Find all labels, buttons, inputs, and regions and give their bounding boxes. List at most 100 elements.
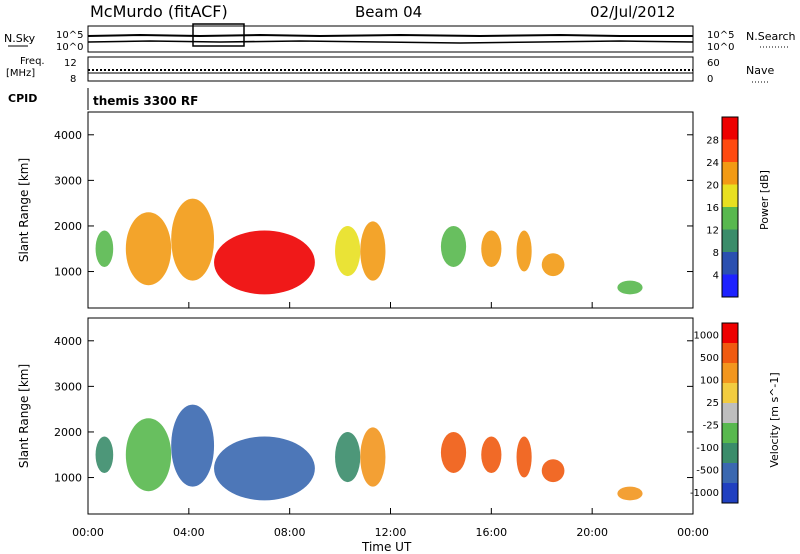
nsearch-label: N.Search xyxy=(746,30,796,43)
power-ytick-label-1: 2000 xyxy=(54,220,82,233)
nsky-label: N.Sky xyxy=(4,32,36,45)
power-colorbar-segment-0 xyxy=(722,274,738,297)
power-colorbar-tick-6: 28 xyxy=(706,136,719,147)
freq-tick-low: 8 xyxy=(70,74,76,85)
time-tick-label-4: 16:00 xyxy=(475,526,507,539)
velocity-colorbar-segment-7 xyxy=(722,343,738,363)
power-colorbar-label: Power [dB] xyxy=(758,170,771,230)
freq-label: Freq. xyxy=(20,56,45,67)
power-colorbar-tick-3: 16 xyxy=(706,203,719,214)
power-ylabel: Slant Range [km] xyxy=(17,158,31,262)
power-echo-region-6 xyxy=(440,225,467,267)
power-echo-marks xyxy=(95,198,643,295)
velocity-colorbar-tick-2: 100 xyxy=(700,375,719,386)
beam-title: Beam 04 xyxy=(355,3,422,21)
nsearch-tick-low: 10^0 xyxy=(707,42,734,53)
power-ytick-label-2: 3000 xyxy=(54,174,82,187)
cpid-row: CPID themis 3300 RF xyxy=(8,88,198,110)
power-echo-region-10 xyxy=(617,280,643,295)
time-axis-label: Time UT xyxy=(361,540,412,554)
time-tick-label-3: 12:00 xyxy=(375,526,407,539)
power-colorbar-tick-5: 24 xyxy=(706,158,719,169)
velocity-colorbar-segment-5 xyxy=(722,383,738,403)
velocity-ytick-label-0: 1000 xyxy=(54,472,82,485)
power-ytick-label-3: 4000 xyxy=(54,129,82,142)
velocity-echo-region-4 xyxy=(335,431,361,483)
power-colorbar-frame xyxy=(721,116,739,298)
power-colorbar-segment-3 xyxy=(722,207,738,230)
power-colorbar-tick-1: 8 xyxy=(713,248,719,259)
velocity-colorbar-segment-0 xyxy=(722,483,738,503)
velocity-colorbar-label: Velocity [m s^-1] xyxy=(768,372,781,467)
freq-tick-high: 12 xyxy=(64,58,77,69)
power-panel: 1000 2000 3000 4000 Slant Range [km] 4 8 12 16… xyxy=(17,111,771,309)
velocity-colorbar-segment-3 xyxy=(722,423,738,443)
velocity-echo-region-3 xyxy=(214,436,315,501)
power-ytick-label-0: 1000 xyxy=(54,266,82,279)
velocity-colorbar-tick-4: -25 xyxy=(703,420,719,431)
nave-tick-low: 0 xyxy=(707,74,713,85)
velocity-colorbar-segment-6 xyxy=(722,363,738,383)
velocity-echo-region-7 xyxy=(481,436,502,473)
power-colorbar-tick-4: 20 xyxy=(706,181,719,192)
time-tick-label-5: 20:00 xyxy=(576,526,608,539)
power-colorbar-tick-0: 4 xyxy=(713,271,719,282)
velocity-yaxis: 1000 2000 3000 4000 xyxy=(54,335,693,485)
power-colorbar: 4 8 12 16 20 24 28 xyxy=(706,116,739,298)
power-echo-region-2 xyxy=(171,198,215,281)
velocity-echo-region-0 xyxy=(95,436,114,473)
velocity-ytick-label-2: 3000 xyxy=(54,380,82,393)
velocity-echo-region-10 xyxy=(617,486,643,501)
velocity-colorbar-tick-6: -500 xyxy=(696,465,719,476)
velocity-colorbar-tick-5: -100 xyxy=(696,443,719,454)
power-echo-region-1 xyxy=(125,212,172,286)
time-tick-label-6: 00:00 xyxy=(677,526,709,539)
time-axis: 00:00 04:00 08:00 12:00 16:00 20:00 00:00 xyxy=(72,302,709,539)
power-echo-region-0 xyxy=(95,230,114,267)
power-colorbar-segment-6 xyxy=(722,139,738,162)
velocity-colorbar-tick-3: 25 xyxy=(706,398,719,409)
cpid-label: CPID xyxy=(8,92,37,105)
power-echo-region-4 xyxy=(335,225,361,277)
power-colorbar-segment-4 xyxy=(722,184,738,207)
time-tick-label-1: 04:00 xyxy=(173,526,205,539)
velocity-echo-marks xyxy=(95,404,643,501)
time-tick-label-0: 00:00 xyxy=(72,526,104,539)
velocity-colorbar-tick-0: 1000 xyxy=(694,330,719,341)
power-echo-region-8 xyxy=(516,230,532,272)
velocity-echo-region-5 xyxy=(360,427,386,487)
date-title: 02/Jul/2012 xyxy=(590,3,675,21)
velocity-ytick-label-3: 4000 xyxy=(54,335,82,348)
nave-tick-high: 60 xyxy=(707,58,720,69)
velocity-echo-region-6 xyxy=(440,431,467,473)
velocity-panel: 1000 2000 3000 4000 Slant Range [km] 1000 50… xyxy=(17,317,781,515)
velocity-ytick-label-1: 2000 xyxy=(54,426,82,439)
velocity-echo-region-1 xyxy=(125,418,172,492)
freq-frame xyxy=(87,56,694,82)
velocity-colorbar-segment-8 xyxy=(722,323,738,343)
power-echo-region-9 xyxy=(541,253,565,277)
nsky-frame xyxy=(87,25,694,53)
power-echo-region-7 xyxy=(481,230,502,267)
power-echo-region-3 xyxy=(214,230,315,295)
velocity-colorbar-frame xyxy=(721,322,739,504)
power-colorbar-segment-5 xyxy=(722,162,738,185)
velocity-echo-region-8 xyxy=(516,436,532,478)
power-yaxis: 1000 2000 3000 4000 xyxy=(54,129,693,279)
velocity-colorbar-tick-1: 500 xyxy=(700,353,719,364)
power-colorbar-segment-2 xyxy=(722,229,738,252)
nsky-tick-high: 10^5 xyxy=(56,30,83,41)
nsearch-trace xyxy=(87,40,694,44)
freq-unit: [MHz] xyxy=(6,68,35,79)
velocity-colorbar-tick-7: -1000 xyxy=(690,488,719,499)
time-tick-label-2: 08:00 xyxy=(274,526,306,539)
cpid-value: themis 3300 RF xyxy=(93,94,198,108)
velocity-colorbar-segment-1 xyxy=(722,463,738,483)
velocity-ylabel: Slant Range [km] xyxy=(17,364,31,468)
velocity-colorbar-segment-2 xyxy=(722,443,738,463)
power-echo-region-5 xyxy=(360,221,386,281)
velocity-colorbar-segment-4 xyxy=(722,403,738,423)
power-colorbar-segment-7 xyxy=(722,117,738,140)
power-colorbar-segment-1 xyxy=(722,252,738,275)
